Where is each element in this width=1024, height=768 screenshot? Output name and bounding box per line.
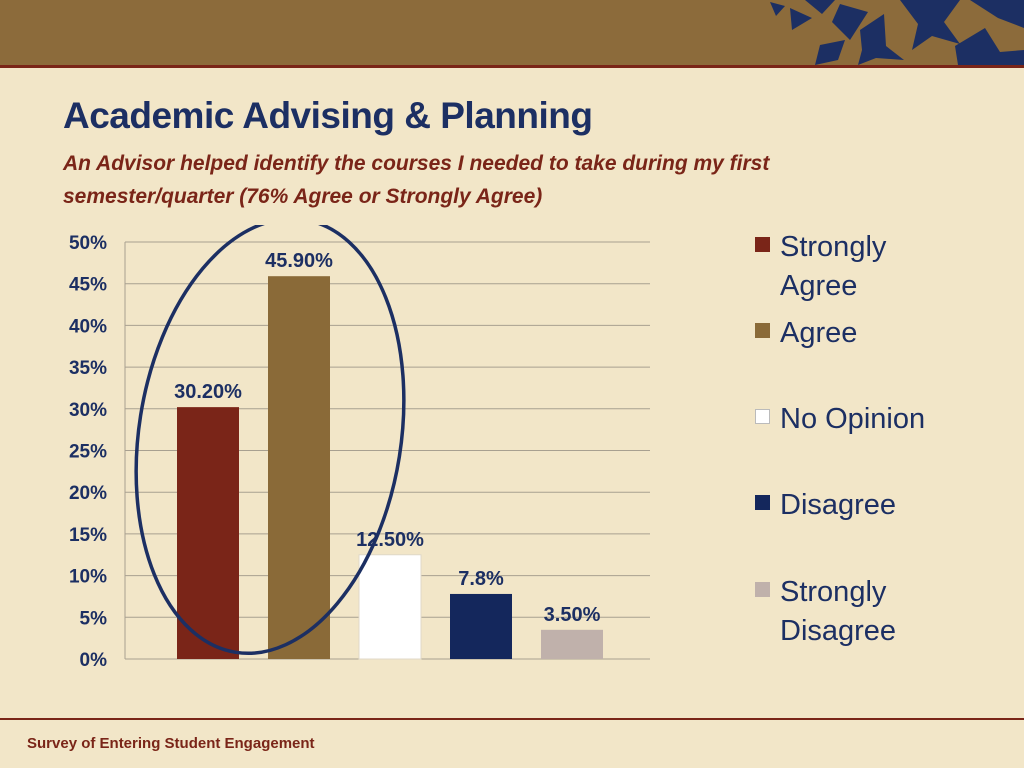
- legend-swatch: [755, 495, 770, 510]
- y-tick-label: 25%: [69, 442, 107, 463]
- bar: [541, 629, 603, 659]
- star-shape: [770, 2, 785, 16]
- legend-label-line: Agree: [780, 270, 858, 302]
- legend-label: No Opinion: [780, 403, 926, 435]
- y-tick-label: 45%: [69, 275, 107, 296]
- legend-label-line: Strongly: [780, 576, 887, 608]
- bar: [358, 554, 422, 660]
- y-tick-label: 15%: [69, 525, 107, 546]
- star-shape: [900, 0, 960, 50]
- y-tick-label: 35%: [69, 358, 107, 379]
- slide-title: Academic Advising & Planning: [63, 95, 593, 136]
- legend-label: Strongly Agree: [780, 228, 886, 306]
- legend-swatch: [755, 582, 770, 597]
- data-label: 12.50%: [356, 529, 424, 551]
- footer-text: Survey of Entering Student Engagement: [27, 735, 315, 752]
- legend-label: Strongly Disagree: [780, 573, 896, 651]
- star-shape: [805, 0, 835, 14]
- legend-item-no-opinion: No Opinion: [755, 400, 925, 439]
- highlight-ellipse: [134, 225, 406, 656]
- legend-label: Agree: [780, 317, 858, 349]
- data-label: 3.50%: [544, 604, 601, 626]
- data-labels: 30.20% 45.90% 12.50% 7.8% 3.50%: [174, 250, 600, 626]
- slide-subtitle: An Advisor helped identify the courses I…: [63, 152, 770, 208]
- legend-label-line: Strongly: [780, 231, 887, 263]
- star-shape: [970, 0, 1024, 28]
- y-axis-labels: 0% 5% 10% 15% 20% 25% 30% 35% 40% 45% 50%: [69, 233, 107, 671]
- bar: [450, 593, 512, 659]
- y-tick-label: 30%: [69, 400, 107, 421]
- legend-label: Disagree: [780, 489, 897, 521]
- y-tick-label: 10%: [69, 567, 107, 588]
- legend-swatch: [755, 409, 770, 424]
- y-tick-label: 0%: [80, 650, 108, 671]
- data-label: 7.8%: [458, 568, 504, 590]
- legend-item-strongly-agree: Strongly Agree: [755, 228, 886, 306]
- y-tick-label: 50%: [69, 233, 107, 254]
- star-decoration: [770, 0, 1024, 65]
- bar: [177, 407, 239, 659]
- legend-swatch: [755, 323, 770, 338]
- header-band: [0, 0, 1024, 68]
- y-tick-label: 20%: [69, 483, 107, 504]
- legend-item-strongly-disagree: Strongly Disagree: [755, 573, 896, 651]
- star-shape: [815, 40, 845, 65]
- star-shape: [858, 14, 904, 65]
- bar-chart: 0% 5% 10% 15% 20% 25% 30% 35% 40% 45% 50% 30.20% 45…: [69, 225, 650, 671]
- legend-item-disagree: Disagree: [755, 486, 896, 525]
- data-label: 30.20%: [174, 381, 242, 403]
- y-tick-label: 5%: [80, 608, 108, 629]
- star-shape: [832, 4, 868, 40]
- data-label: 45.90%: [265, 250, 333, 272]
- footer-rule: [0, 718, 1024, 720]
- star-shape: [955, 28, 1024, 65]
- bar: [268, 276, 330, 659]
- bars: [177, 276, 603, 660]
- star-shape: [790, 8, 812, 30]
- y-tick-label: 40%: [69, 316, 107, 337]
- legend-label-line: Disagree: [780, 615, 897, 647]
- legend-swatch: [755, 237, 770, 252]
- legend-item-agree: Agree: [755, 314, 857, 353]
